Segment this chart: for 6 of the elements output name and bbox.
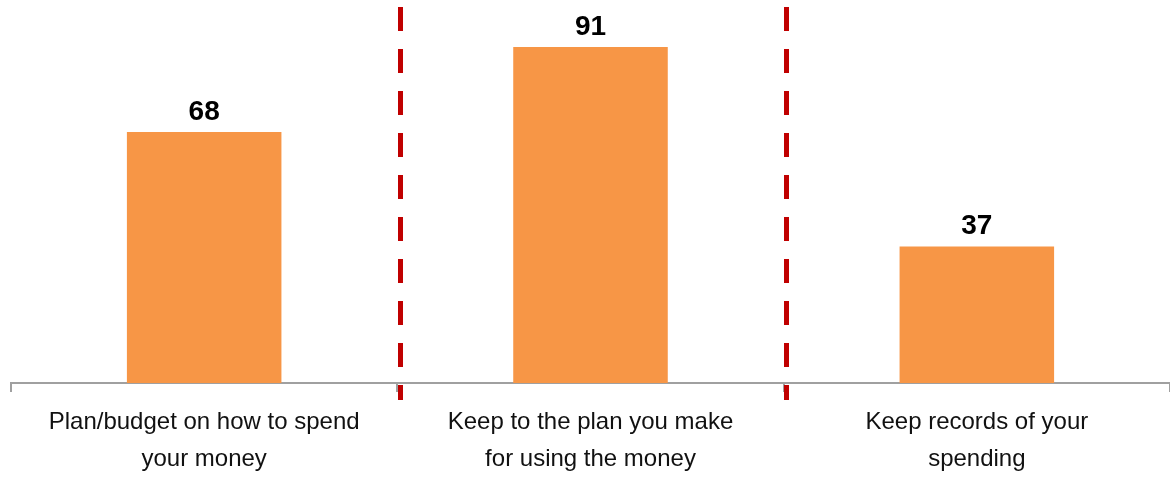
data-label: 37 [961,209,993,241]
x-tick-label: Plan/budget on how to spend your money [48,407,360,472]
x-tick-label: Keep to the plan you make for using the money [447,407,734,472]
data-label: 91 [574,10,607,41]
data-label: 68 [188,94,220,126]
x-tick-label: Keep records of your spending [865,407,1089,472]
